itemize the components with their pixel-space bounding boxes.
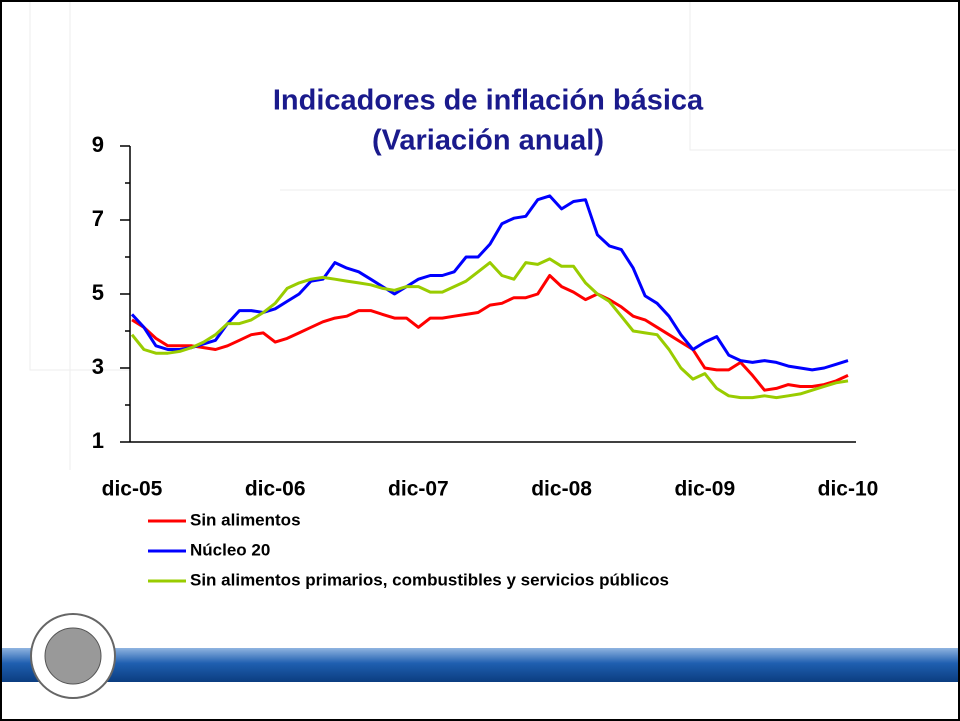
- background-lines: [29, 2, 956, 470]
- x-tick-label: dic-05: [102, 478, 163, 501]
- footer-bar: [2, 648, 958, 682]
- legend-label: Núcleo 20: [190, 540, 270, 559]
- y-tick-label: 5: [92, 280, 104, 305]
- chart-title: Indicadores de inflación básica: [273, 85, 704, 117]
- legend-label: Sin alimentos: [190, 510, 301, 529]
- series-line: [130, 257, 849, 400]
- legend-label: Sin alimentos primarios, combustibles y …: [190, 570, 669, 589]
- chart-subtitle: (Variación anual): [372, 125, 604, 157]
- series-line: [131, 274, 849, 392]
- y-tick-label: 1: [92, 428, 104, 453]
- x-tick-label: dic-06: [245, 478, 306, 501]
- logo: [30, 613, 116, 699]
- x-tick-label: dic-10: [818, 478, 879, 501]
- x-tick-label: dic-08: [531, 478, 592, 501]
- y-tick-label: 7: [92, 206, 104, 231]
- y-tick-label: 9: [92, 132, 104, 157]
- x-tick-label: dic-07: [388, 478, 449, 501]
- series-line: [130, 194, 849, 372]
- y-tick-label: 3: [92, 354, 104, 379]
- x-tick-label: dic-09: [674, 478, 735, 501]
